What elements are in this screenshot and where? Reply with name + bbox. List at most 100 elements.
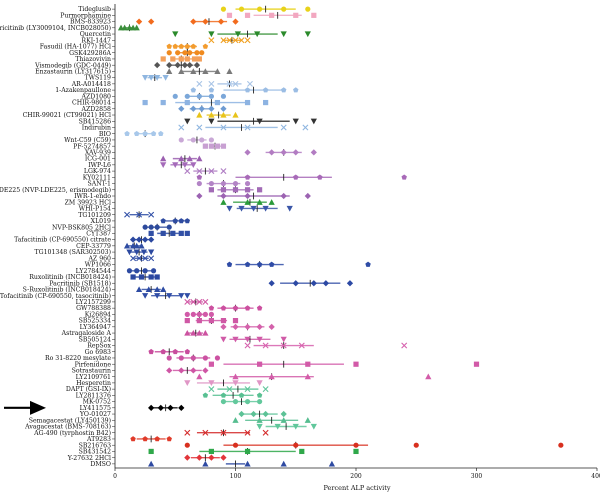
data-point (184, 348, 191, 355)
compound-series (123, 242, 145, 250)
data-point (196, 174, 203, 180)
data-series (117, 5, 564, 468)
compound-label: KY02111 (83, 174, 111, 181)
data-point (269, 12, 275, 18)
compound-label: LY364947 (80, 324, 111, 331)
compound-label: LY411575 (80, 405, 111, 412)
data-point (196, 180, 202, 187)
data-point (148, 18, 155, 25)
compound-series (166, 367, 209, 374)
data-point (135, 18, 143, 25)
x-tick-label: 200 (350, 473, 362, 480)
data-point (202, 143, 208, 149)
data-point (178, 43, 184, 49)
data-point (160, 99, 166, 106)
data-point (262, 205, 269, 212)
data-point (148, 75, 155, 81)
data-point (246, 80, 253, 87)
compound-label: LY2157299 (76, 299, 111, 306)
data-point (199, 50, 205, 56)
data-point (184, 56, 190, 62)
data-point (184, 293, 191, 299)
compound-label: AR-A014418 (71, 81, 111, 88)
data-point (172, 218, 178, 224)
data-point (172, 43, 178, 49)
data-point (220, 323, 227, 330)
data-point (208, 118, 215, 125)
data-point (208, 305, 215, 311)
compound-label: AZD2858 (81, 106, 112, 113)
data-point (244, 460, 251, 467)
data-point (184, 43, 191, 49)
compound-label: DAPT (GSI-IX) (66, 386, 111, 393)
compound-series (190, 86, 299, 94)
data-point (262, 386, 269, 393)
data-point (160, 56, 166, 62)
compound-label: XAV-939 (85, 149, 111, 156)
compound-label: LDE225 (NVP-LDE225, erismodegib) (0, 187, 111, 194)
compound-series (178, 136, 214, 144)
data-point (148, 236, 155, 243)
data-point (174, 62, 181, 69)
data-point (244, 124, 251, 131)
data-point (214, 355, 221, 361)
data-point (401, 342, 408, 349)
data-point (184, 118, 191, 125)
compound-label: SB415286 (79, 118, 111, 125)
data-point (190, 162, 197, 168)
data-point (208, 105, 215, 112)
data-point (256, 423, 263, 430)
data-point (196, 168, 203, 175)
data-point (145, 286, 152, 293)
data-point (202, 392, 209, 398)
data-point (208, 87, 215, 93)
arrow-head (30, 400, 46, 415)
data-point (178, 218, 184, 224)
compound-series (166, 43, 209, 50)
data-point (178, 367, 185, 374)
compound-series (208, 186, 263, 194)
data-point (154, 286, 161, 293)
data-point (208, 180, 214, 187)
data-point (305, 6, 311, 12)
compound-label: LY2784544 (76, 268, 111, 275)
data-point (256, 323, 263, 330)
data-point (175, 50, 181, 56)
data-point (244, 386, 251, 393)
compound-label: CEP-33779 (76, 243, 111, 250)
data-point (196, 311, 202, 317)
compound-label: Thiazovivin (75, 56, 111, 63)
data-point (148, 230, 154, 236)
data-point (166, 436, 172, 442)
compound-series (184, 167, 227, 175)
data-point (166, 367, 173, 374)
data-point (126, 268, 133, 274)
compound-label: Pirfenidone (75, 361, 112, 368)
data-point (232, 80, 239, 87)
data-point (148, 249, 155, 256)
data-point (281, 6, 287, 12)
data-point (182, 50, 188, 56)
data-point (232, 111, 239, 118)
data-point (135, 286, 143, 293)
data-point (196, 454, 203, 461)
data-point (208, 93, 214, 99)
compound-series (135, 18, 239, 25)
data-point (262, 342, 269, 349)
data-point (346, 280, 354, 287)
data-point (166, 62, 173, 69)
data-point (178, 105, 185, 112)
data-point (154, 274, 160, 280)
compound-series (130, 254, 155, 262)
compound-series (160, 55, 202, 63)
data-point (401, 174, 407, 180)
data-point (184, 454, 191, 461)
data-point (244, 99, 251, 106)
data-point (262, 410, 269, 418)
data-point (142, 268, 148, 274)
data-point (292, 149, 299, 156)
data-point (184, 99, 190, 106)
data-point (178, 293, 185, 299)
data-point (250, 205, 257, 212)
data-point (178, 404, 185, 411)
